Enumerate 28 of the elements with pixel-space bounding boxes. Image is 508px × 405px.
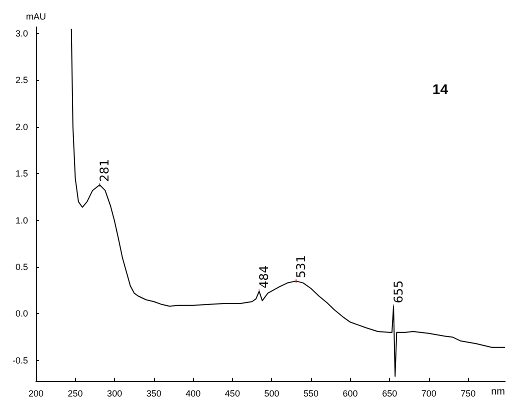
x-tick-label: 350 — [146, 388, 162, 398]
annotation: 281 — [98, 158, 112, 182]
x-tick-label: 400 — [186, 388, 201, 398]
y-tick-label: 2.0 — [15, 122, 28, 132]
y-tick-label: 3.0 — [15, 28, 28, 39]
x-tick-label: 550 — [304, 388, 319, 398]
x-tick-label: 250 — [68, 388, 83, 398]
x-tick-label: 650 — [382, 388, 398, 398]
x-axis-title: nm — [491, 386, 506, 398]
y-tick-label: 2.5 — [15, 75, 28, 86]
y-axis-title: mAU — [26, 12, 46, 22]
line-series — [70, 28, 506, 377]
x-tick-label: 700 — [421, 388, 436, 398]
x-tick-label: 200 — [28, 388, 44, 398]
y-tick-label: 0.0 — [15, 308, 28, 319]
y-tick-label: 0.5 — [15, 262, 28, 272]
y-tick-label: 1.0 — [15, 215, 28, 226]
x-tick-label: 450 — [224, 388, 240, 398]
annotation: 655 — [392, 280, 406, 304]
y-tick-label: 1.5 — [15, 168, 28, 179]
y-tick-label: -0.5 — [12, 355, 28, 366]
annotation: 14 — [432, 81, 448, 97]
annotation: 484 — [257, 265, 272, 288]
annotation: 531 — [294, 255, 308, 278]
x-tick-label: 600 — [342, 388, 358, 398]
x-tick-label: 750 — [460, 388, 476, 398]
x-tick-label: 300 — [107, 388, 122, 398]
x-tick-label: 500 — [264, 388, 280, 398]
